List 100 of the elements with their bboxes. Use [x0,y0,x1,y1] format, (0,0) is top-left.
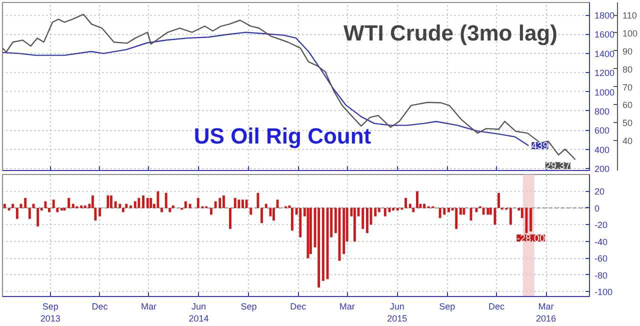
bar [60,208,63,211]
bar [455,208,458,229]
bar [138,198,140,208]
bar [118,204,122,208]
bar [250,208,252,215]
bar [218,198,222,208]
x-tick-label: Sep 2013 [40,302,60,324]
bar [12,204,14,208]
y-tick-label: 20 [594,186,605,197]
bar [164,192,168,208]
bar [245,200,248,208]
bar [384,208,386,216]
bar [184,201,187,208]
bar [16,208,18,219]
bar [269,208,272,216]
bar [52,200,55,208]
bar [416,191,418,208]
bar [498,192,500,208]
bar [56,208,59,212]
y-tick-label: 1600 [594,30,615,40]
bar [443,208,446,215]
bar [448,208,450,212]
bar [172,205,174,208]
bar [475,208,478,212]
x-tick-label: Mar 2016 [536,302,556,324]
bar [28,208,31,219]
x-tick-label: Jun 2014 [188,302,209,324]
y-tick-label: -100 [594,287,613,298]
line-series [2,14,576,160]
bar [408,204,412,208]
y2-tick-label: 50 [622,118,633,128]
bar [150,198,152,208]
bar [24,198,27,208]
bar [290,208,294,231]
bar [238,200,240,208]
bar [272,208,275,221]
bar [309,208,312,254]
y-tick-label: 800 [594,106,610,116]
y-tick-label: 1800 [594,10,615,21]
bar [134,201,136,208]
bar [156,191,160,208]
bar [210,208,212,215]
bar [98,208,102,216]
bar [462,208,466,215]
bar [264,204,268,208]
bar [374,208,377,216]
series-label: US Oil Rig Count [194,124,372,149]
x-tick-label: Dec [488,302,506,312]
bar [72,204,74,208]
bar [392,208,395,211]
bar [242,200,244,208]
bar [36,208,40,226]
bar [378,208,380,212]
bar [130,205,132,208]
bar [168,208,172,212]
y-tick-label: -60 [594,254,608,264]
bar [353,208,356,242]
bar [94,208,97,221]
bar [222,195,225,208]
bar [48,208,50,212]
y2-tick-label: 40 [622,136,633,146]
x-tick-label: Jun 2015 [387,302,408,324]
bar [322,208,324,281]
bar [494,208,496,225]
bar [396,208,399,211]
y-tick-label: -40 [594,236,608,247]
bar [423,204,426,208]
bar [342,208,346,254]
y-tick-label: 1000 [594,87,615,98]
series-label: WTI Crude (3mo lag) [344,20,558,46]
y-tick-label: 400 [594,144,610,155]
bar [404,198,408,208]
x-tick-label: Mar [140,302,156,312]
bar [229,208,232,229]
bar [260,208,263,224]
bar [299,208,302,238]
bar [44,201,47,208]
y2-tick-label: 110 [622,10,637,21]
bar [146,198,149,208]
bar [122,208,124,212]
y-tick-label: 1200 [594,68,615,78]
bar [366,208,368,234]
bar [438,208,442,218]
y2-tick-label: 100 [622,28,638,38]
x-tick-label: Mar [339,302,355,312]
y-tick-label: 600 [594,126,610,136]
y2-tick-label: 70 [622,82,633,92]
bar [486,208,490,215]
bar [256,192,260,208]
bar [114,201,117,208]
y2-tick-label: 60 [622,100,633,110]
y-tick-label: 200 [594,164,610,174]
bar [125,204,128,208]
bar [92,195,94,208]
bar [459,208,462,215]
bar [318,208,320,288]
y-tick-label: -80 [594,270,608,280]
bar [68,198,70,208]
bar [509,208,512,225]
bar [63,208,66,211]
